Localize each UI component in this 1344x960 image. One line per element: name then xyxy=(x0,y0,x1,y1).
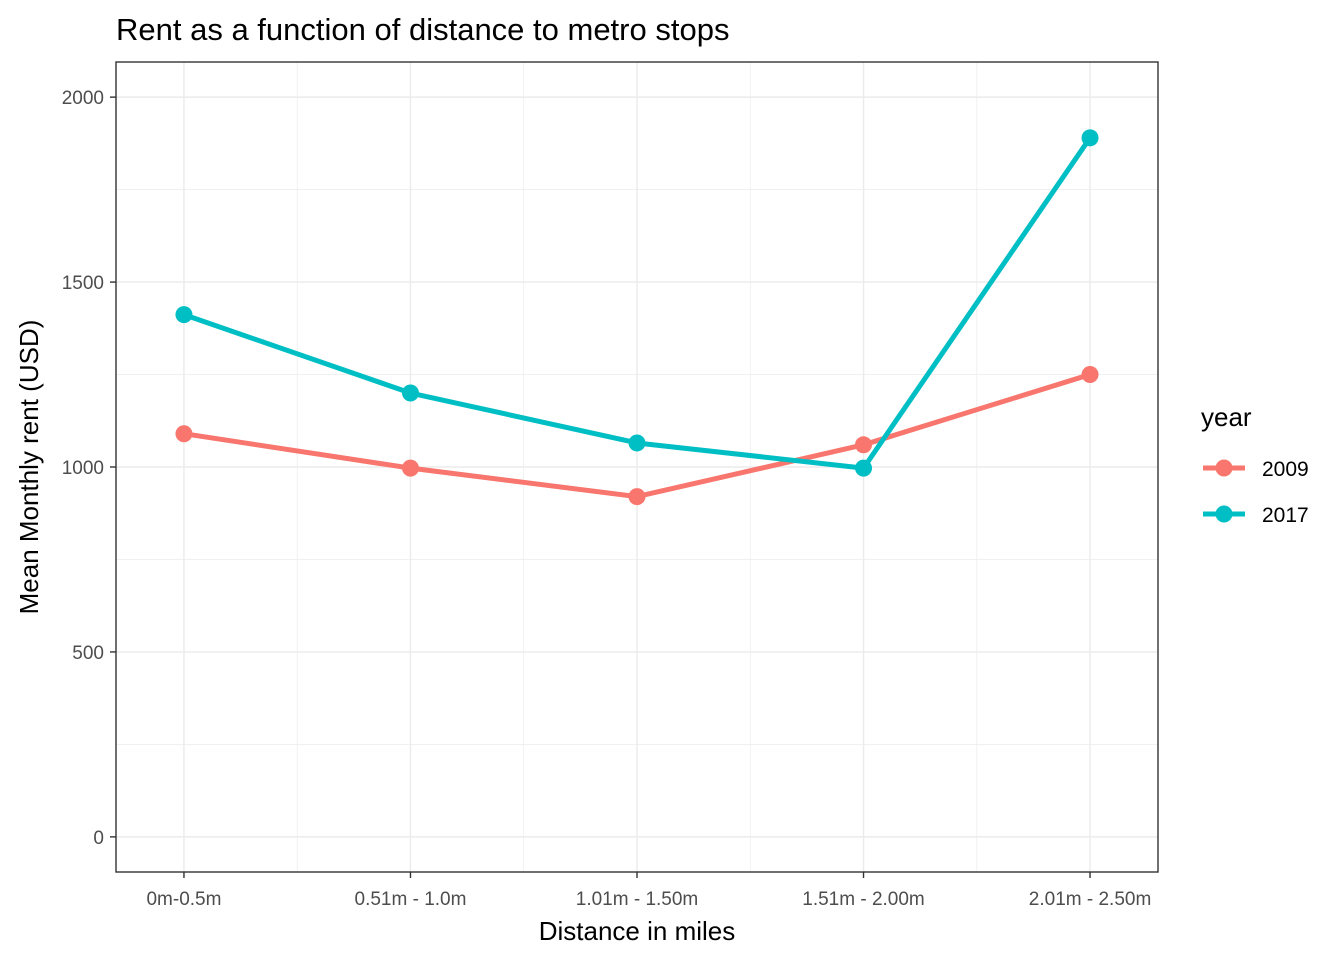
x-axis: 0m-0.5m 0.51m - 1.0m 1.01m - 1.50m 1.51m - … xyxy=(146,872,1151,910)
y-axis: 0 500 1000 1500 2000 xyxy=(62,88,116,849)
legend-item-2017: 2017 xyxy=(1203,504,1309,527)
chart-title: Rent as a function of distance to metro … xyxy=(116,12,729,47)
data-point-2017 xyxy=(628,434,646,452)
legend-label: 2017 xyxy=(1262,504,1309,527)
x-tick-label: 2.01m - 2.50m xyxy=(1029,889,1152,910)
series-layer xyxy=(175,129,1099,506)
legend: year 2009 2017 xyxy=(1201,402,1309,527)
legend-key-point xyxy=(1215,459,1233,477)
y-tick-label: 0 xyxy=(93,828,104,849)
y-tick-label: 1000 xyxy=(62,458,104,479)
legend-title: year xyxy=(1201,402,1252,432)
x-tick-label: 1.01m - 1.50m xyxy=(576,889,699,910)
series-2009 xyxy=(175,366,1099,506)
y-tick-label: 2000 xyxy=(62,88,104,109)
x-tick-label: 0m-0.5m xyxy=(146,889,221,910)
data-point-2017 xyxy=(401,384,419,402)
legend-key-point xyxy=(1215,505,1233,523)
data-point-2009 xyxy=(855,436,873,454)
data-point-2017 xyxy=(1081,129,1099,147)
data-point-2017 xyxy=(855,459,873,477)
data-point-2009 xyxy=(175,425,193,443)
data-point-2009 xyxy=(628,488,646,506)
legend-items: 2009 2017 xyxy=(1203,458,1309,527)
data-point-2009 xyxy=(401,459,419,477)
series-2017 xyxy=(175,129,1099,477)
x-tick-label: 0.51m - 1.0m xyxy=(355,889,467,910)
legend-item-2009: 2009 xyxy=(1203,458,1309,481)
x-tick-label: 1.51m - 2.00m xyxy=(802,889,925,910)
x-axis-title: Distance in miles xyxy=(539,916,736,946)
y-tick-label: 500 xyxy=(72,643,104,664)
legend-label: 2009 xyxy=(1262,458,1309,481)
y-tick-label: 1500 xyxy=(62,273,104,294)
y-axis-title: Mean Monthly rent (USD) xyxy=(14,320,44,615)
data-point-2017 xyxy=(175,306,193,324)
data-point-2009 xyxy=(1081,366,1099,384)
grid-lines xyxy=(116,62,1158,872)
